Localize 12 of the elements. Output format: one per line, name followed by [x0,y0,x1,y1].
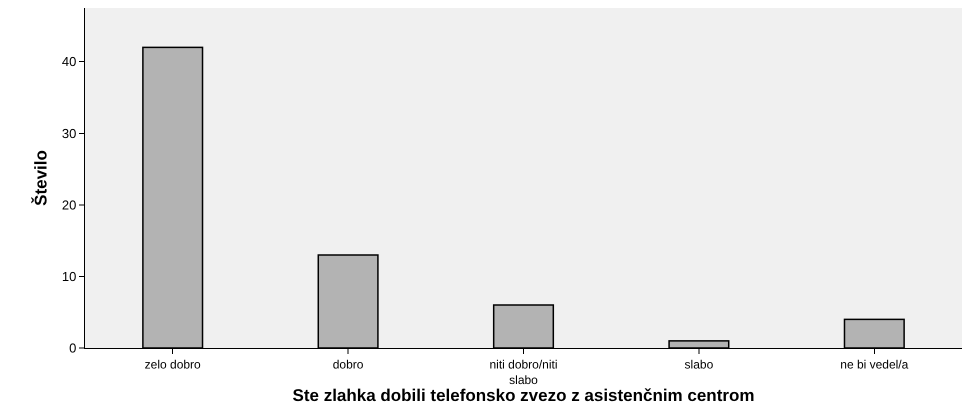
y-tick-label: 30 [62,126,76,141]
y-tick-label: 0 [69,340,76,356]
y-tick-label: 20 [62,197,76,212]
x-tick-label: niti dobro/niti slabo [489,357,558,387]
x-tick-label: zelo dobro [144,357,202,372]
y-tick-label: 40 [62,54,76,70]
y-axis-title: Število [30,150,50,206]
y-tick-label: 10 [62,268,76,284]
x-tick-label: slabo [684,357,714,372]
x-tick-label: dobro [332,357,364,372]
x-axis-title: Ste zlahka dobili telefonsko zvezo z asistenčnim centrom [292,386,754,405]
x-tick-label: ne bi vedel/a [840,357,909,372]
